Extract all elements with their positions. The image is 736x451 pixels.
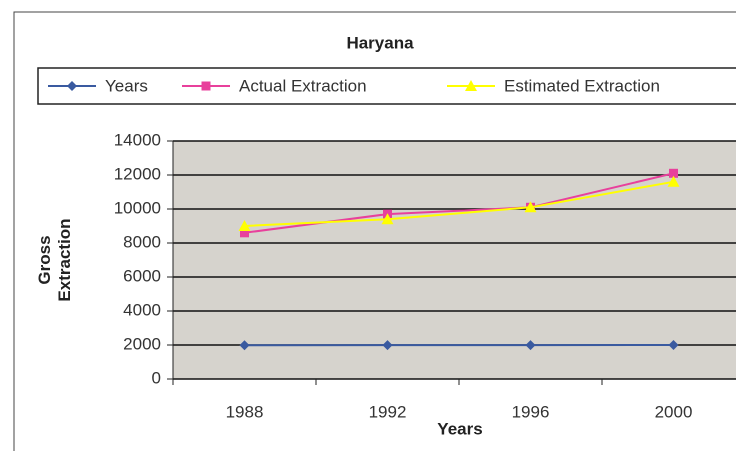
y-tick-label: 10000 — [114, 198, 161, 217]
point — [667, 175, 680, 187]
legend-marker — [201, 81, 211, 91]
legend-marker — [465, 80, 477, 91]
legend-marker — [67, 81, 77, 91]
y-tick-label: 6000 — [123, 266, 161, 285]
y-tick-label: 0 — [152, 368, 161, 387]
point — [382, 340, 393, 351]
point — [524, 201, 537, 213]
y-tick-label: 4000 — [123, 300, 161, 319]
x-tick-label: 1996 — [512, 402, 550, 421]
y-tick-label: 8000 — [123, 232, 161, 251]
y-tick-label: 14000 — [114, 130, 161, 149]
legend-label: Actual Extraction — [239, 76, 367, 95]
plot-area — [173, 141, 736, 379]
point — [239, 340, 250, 351]
point — [238, 220, 251, 231]
chart-title: Haryana — [346, 33, 414, 52]
point — [668, 340, 679, 350]
x-tick-label: 2000 — [655, 402, 693, 421]
x-tick-label: 1988 — [226, 402, 264, 421]
point — [240, 228, 249, 238]
x-tick-label: 1992 — [369, 402, 407, 421]
legend-label: Estimated Extraction — [504, 76, 660, 95]
legend-box — [37, 67, 736, 105]
y-axis-label: GrossExtraction — [35, 218, 74, 301]
y-tick-label: 2000 — [123, 334, 161, 353]
series-line — [244, 180, 674, 227]
point — [525, 340, 536, 351]
point — [669, 168, 678, 178]
x-axis-label: Years — [437, 419, 482, 438]
point — [381, 213, 394, 225]
legend-label: Years — [105, 76, 148, 95]
y-tick-label: 12000 — [114, 164, 161, 183]
